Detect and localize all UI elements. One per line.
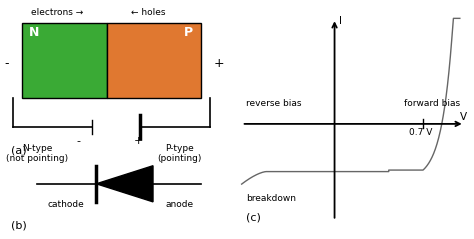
Text: -: - <box>5 57 9 70</box>
Bar <box>107 23 201 98</box>
Text: (c): (c) <box>246 213 261 223</box>
Text: +: + <box>214 57 225 70</box>
Text: -: - <box>77 136 81 146</box>
Text: P-type
(pointing): P-type (pointing) <box>157 144 201 163</box>
Text: (b): (b) <box>11 221 27 231</box>
Text: electrons →: electrons → <box>31 8 83 17</box>
Text: +: + <box>133 136 143 146</box>
Text: ← holes: ← holes <box>131 8 166 17</box>
Text: P: P <box>183 26 192 39</box>
Text: cathode: cathode <box>47 200 84 209</box>
Text: breakdown: breakdown <box>246 194 296 203</box>
Text: forward bias: forward bias <box>404 99 460 108</box>
Text: N-type
(not pointing): N-type (not pointing) <box>6 144 69 163</box>
Text: 0.7 V: 0.7 V <box>409 128 432 137</box>
Text: anode: anode <box>165 200 193 209</box>
Polygon shape <box>96 166 153 202</box>
Bar <box>22 23 107 98</box>
Text: reverse bias: reverse bias <box>246 99 302 108</box>
Text: (a): (a) <box>11 146 27 156</box>
Text: N: N <box>29 26 39 39</box>
Text: V: V <box>460 112 467 122</box>
Text: I: I <box>339 16 342 26</box>
